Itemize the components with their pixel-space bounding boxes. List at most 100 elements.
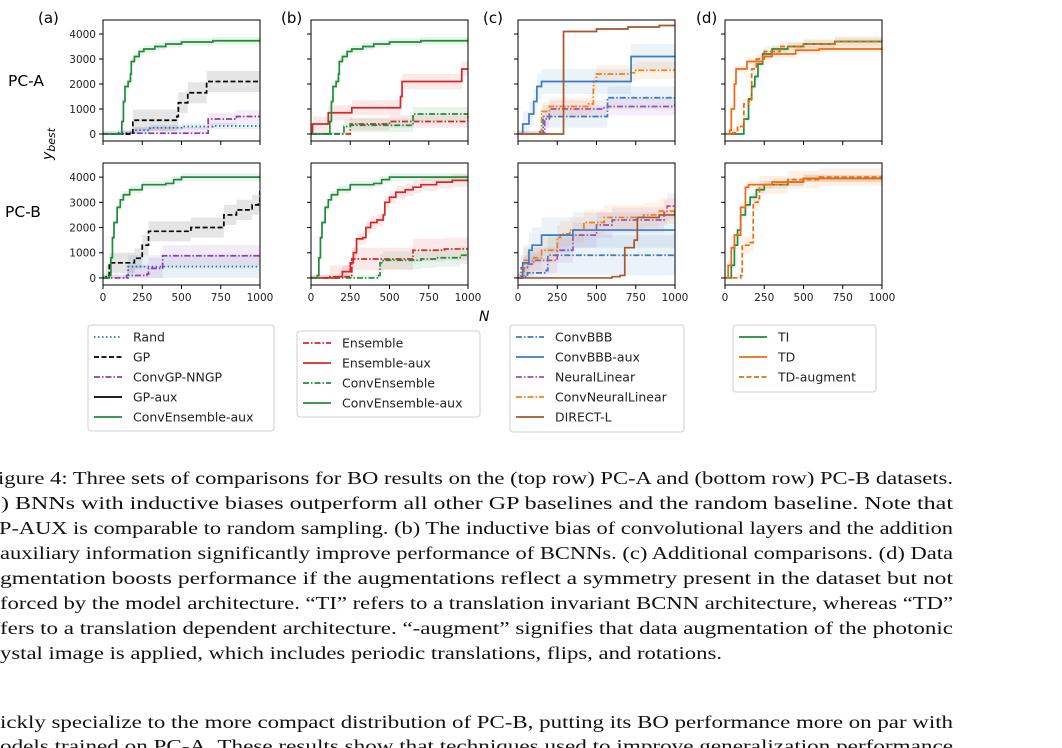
legend-item: ConvEnsemble — [303, 376, 435, 391]
x-tick-label: 500 — [171, 292, 191, 304]
legend-label: ConvNeuralLinear — [555, 390, 668, 405]
legend-item: TI — [739, 330, 789, 345]
plot-area — [725, 165, 882, 279]
legend-label: Ensemble-aux — [342, 356, 431, 371]
legend-d: TI TD TD-augment — [732, 324, 877, 393]
series-line-gp — [103, 80, 260, 135]
y-axis-label-main: y — [40, 151, 56, 161]
y-tick-label: 0 — [89, 129, 96, 141]
plot-area — [518, 24, 675, 135]
chart-panel-a-pc-a: 0 1000 2000 3000 4000 — [69, 19, 261, 145]
legend-b: Ensemble Ensemble-aux ConvEnsemble ConvEnse… — [296, 330, 481, 418]
y-tick-label: 2000 — [69, 79, 96, 91]
x-tick-label: 750 — [833, 292, 853, 304]
series-line-ensemble — [311, 116, 468, 135]
caption-line: igure 4: Three sets of comparisons for B… — [0, 468, 953, 488]
x-tick-label: 250 — [340, 292, 360, 304]
legend-label: NeuralLinear — [555, 370, 636, 385]
legend-box — [509, 324, 685, 433]
legend-label: TD-augment — [777, 370, 856, 385]
series-line-convneurallinear — [518, 209, 675, 279]
series-line-convensemble — [311, 253, 468, 279]
series-line-td — [725, 175, 882, 279]
confidence-band-convneurallinear — [518, 61, 675, 134]
plot-area — [103, 35, 260, 135]
legend-label: ConvEnsemble — [342, 376, 435, 391]
plot-area — [518, 193, 675, 279]
series-line-convgp-nngp — [103, 254, 260, 279]
legend-item: Rand — [94, 330, 165, 345]
row-label-pc-a: PC-A — [8, 72, 44, 90]
series-line-rand — [103, 265, 260, 279]
chart-panel-a-pc-b: 0 1000 2000 3000 4000 0 250 500 750 1000 — [69, 162, 273, 304]
panel-label-c: (c) — [483, 9, 503, 27]
x-tick-label: 500 — [793, 292, 813, 304]
plot-area — [725, 34, 882, 135]
confidence-band-ensemble-aux — [311, 173, 468, 278]
series-line-ensemble-aux — [311, 179, 468, 279]
legend-box — [296, 330, 481, 418]
y-axis-label-sub: best — [45, 127, 58, 151]
legend-item: DIRECT-L — [516, 410, 612, 425]
series-line-convbbb-aux — [518, 229, 675, 279]
caption-line: forced by the model architecture. “TI” r… — [0, 593, 953, 613]
legend-label: ConvBBB — [555, 330, 612, 345]
plot-area — [103, 173, 260, 279]
legend-item: Ensemble-aux — [303, 356, 431, 371]
plot-area — [311, 35, 468, 135]
series-line-convensemble-aux — [311, 176, 468, 279]
confidence-band-convbbb-aux — [518, 44, 675, 134]
row-label-pc-b: PC-B — [5, 203, 41, 221]
legend-a: Rand GP ConvGP-NNGP GP-aux ConvEnsemble-aux — [87, 324, 275, 432]
y-tick-label: 4000 — [69, 29, 96, 41]
series-line-td-augment — [725, 174, 882, 279]
x-tick-label: 0 — [722, 292, 729, 304]
chart-panel-d-pc-a — [721, 19, 883, 145]
x-tick-label: 250 — [547, 292, 567, 304]
y-axis-label: ybest — [40, 127, 58, 161]
x-tick-label: 750 — [211, 292, 231, 304]
confidence-band-rand — [103, 255, 260, 278]
legend-item: GP-aux — [94, 390, 177, 405]
legend-label: GP-aux — [133, 390, 177, 405]
series-line-ti — [725, 177, 882, 279]
series-line-neurallinear — [518, 205, 675, 279]
series-line-convbbb — [518, 96, 675, 135]
legends: RandGPConvGP-NNGPGP-auxConvEnsemble-auxE… — [87, 324, 877, 433]
series-line-ensemble — [311, 248, 468, 279]
confidence-band-convgp-nngp — [103, 110, 260, 134]
series-line-rand — [103, 125, 260, 135]
legend-label: ConvEnsemble-aux — [133, 410, 253, 425]
legend-item: GP — [94, 350, 151, 365]
confidence-band-convbbb-aux — [518, 212, 675, 278]
body-line: ickly specialize to the more compact dis… — [0, 712, 953, 732]
chart-panel-d-pc-b: 0 250 500 750 1000 — [721, 162, 895, 304]
series-line-td-augment — [725, 39, 882, 135]
legend-label: TI — [777, 330, 789, 345]
legend-label: Ensemble — [342, 336, 404, 351]
x-tick-label: 250 — [754, 292, 774, 304]
series-line-direct-l — [518, 24, 675, 135]
legend-box — [732, 324, 877, 393]
confidence-band-neurallinear — [518, 95, 675, 134]
legend-item: NeuralLinear — [516, 370, 636, 385]
y-tick-label: 0 — [89, 273, 96, 285]
series-line-ensemble-aux — [311, 68, 468, 135]
legend-label: ConvBBB-aux — [555, 350, 640, 365]
confidence-band-convgp-nngp — [103, 245, 260, 278]
series-line-direct-l — [518, 211, 675, 279]
series-line-convbbb — [518, 254, 675, 279]
series-line-convensemble-aux — [103, 39, 260, 135]
chart-panel-b-pc-a — [307, 19, 469, 145]
y-tick-label: 4000 — [69, 172, 96, 184]
confidence-band-ensemble-aux — [311, 61, 468, 134]
legend-item: ConvBBB-aux — [516, 350, 640, 365]
legend-item: ConvBBB — [516, 330, 612, 345]
x-tick-label: 0 — [308, 292, 315, 304]
x-tick-label: 750 — [626, 292, 646, 304]
legend-label: Rand — [133, 330, 165, 345]
y-tick-label: 1000 — [69, 104, 96, 116]
chart-panel-c-pc-b: 0 250 500 750 1000 — [514, 162, 688, 304]
confidence-band-convensemble — [311, 245, 468, 278]
